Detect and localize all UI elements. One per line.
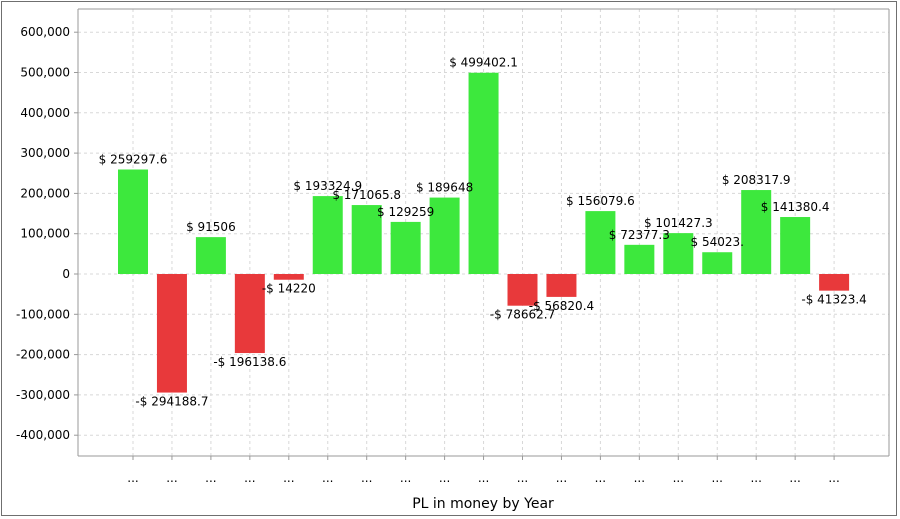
bar [312, 196, 343, 274]
data-label: $ 156079.6 [566, 194, 635, 208]
x-axis-ticks: ........................................… [127, 456, 840, 485]
x-tick-label: ... [322, 471, 333, 485]
x-tick-label: ... [828, 471, 839, 485]
y-tick-label: -200,000 [16, 348, 70, 362]
data-label: -$ 294188.7 [135, 395, 208, 409]
x-tick-label: ... [595, 471, 606, 485]
bar [390, 221, 421, 274]
bar [780, 217, 811, 274]
bar [585, 211, 616, 274]
x-tick-label: ... [517, 471, 528, 485]
x-tick-label: ... [750, 471, 761, 485]
bar [819, 274, 850, 291]
x-tick-label: ... [478, 471, 489, 485]
x-tick-label: ... [205, 471, 216, 485]
y-tick-label: -100,000 [16, 307, 70, 321]
x-tick-label: ... [712, 471, 723, 485]
y-tick-label: 400,000 [20, 106, 70, 120]
x-tick-label: ... [361, 471, 372, 485]
y-tick-label: 500,000 [20, 66, 70, 80]
data-label: $ 193324.9 [293, 179, 362, 193]
bar [702, 252, 733, 274]
data-label: $ 54023. [691, 235, 744, 249]
data-label: $ 72377.3 [609, 228, 670, 242]
bar [507, 274, 538, 306]
bar [351, 205, 382, 274]
data-label: $ 129259 [377, 205, 434, 219]
y-tick-label: -400,000 [16, 428, 70, 442]
data-label: $ 259297.6 [99, 153, 168, 167]
data-labels: $ 259297.6 -$ 294188.7 $ 91506 -$ 196138.6 -… [99, 56, 867, 409]
bar [156, 274, 187, 393]
data-label: -$ 78662.7 [490, 308, 555, 322]
bar [663, 233, 694, 274]
data-label: $ 141380.4 [761, 200, 830, 214]
data-label: $ 208317.9 [722, 173, 791, 187]
bar [741, 190, 772, 274]
bar [429, 197, 460, 274]
bar [546, 274, 577, 297]
bar [195, 237, 226, 274]
data-label: $ 91506 [186, 220, 236, 234]
y-tick-label: 300,000 [20, 146, 70, 160]
bar [273, 274, 304, 280]
y-tick-label: 600,000 [20, 25, 70, 39]
data-label: $ 189648 [416, 181, 473, 195]
x-tick-label: ... [166, 471, 177, 485]
y-tick-label: -300,000 [16, 388, 70, 402]
x-tick-label: ... [127, 471, 138, 485]
x-tick-label: ... [634, 471, 645, 485]
x-tick-label: ... [283, 471, 294, 485]
y-tick-label: 100,000 [20, 227, 70, 241]
data-label: -$ 56820.4 [529, 299, 594, 313]
x-axis-title: PL in money by Year [412, 496, 554, 512]
bar [468, 72, 499, 274]
data-label: -$ 196138.6 [213, 355, 286, 369]
data-label: -$ 14220 [262, 282, 316, 296]
y-tick-label: 200,000 [20, 186, 70, 200]
data-label: -$ 41323.4 [801, 293, 866, 307]
x-tick-label: ... [556, 471, 567, 485]
data-label: $ 499402.1 [449, 56, 518, 70]
data-label: $ 101427.3 [644, 216, 713, 230]
x-tick-label: ... [244, 471, 255, 485]
x-tick-label: ... [439, 471, 450, 485]
bar [118, 169, 148, 274]
bars [118, 72, 850, 393]
x-tick-label: ... [673, 471, 684, 485]
y-axis-ticks: 600,000 500,000 400,000 300,000 200,000 100,0… [16, 25, 78, 442]
x-tick-label: ... [789, 471, 800, 485]
bar [624, 244, 655, 274]
x-tick-label: ... [400, 471, 411, 485]
data-label: $ 171065.8 [332, 188, 401, 202]
bar [234, 274, 265, 354]
y-tick-label: 0 [62, 267, 70, 281]
